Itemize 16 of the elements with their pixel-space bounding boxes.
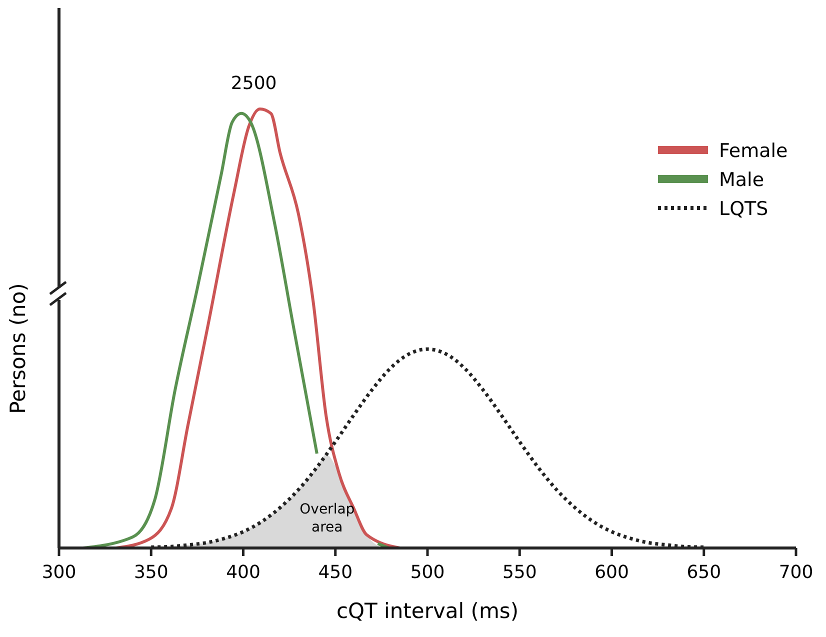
x-tick-label: 350 bbox=[134, 562, 168, 583]
x-tick-label: 600 bbox=[594, 562, 629, 583]
y-axis-title: Persons (no) bbox=[6, 283, 30, 414]
legend-label: LQTS bbox=[719, 198, 768, 220]
x-tick-label: 500 bbox=[410, 562, 445, 583]
legend-label: Female bbox=[719, 140, 788, 162]
x-axis-title: cQT interval (ms) bbox=[336, 599, 519, 623]
annotation: Overlap area bbox=[300, 501, 355, 536]
x-tick-label: 450 bbox=[318, 562, 353, 583]
x-tick-label: 650 bbox=[686, 562, 722, 583]
x-tick-label: 400 bbox=[226, 562, 260, 583]
x-tick-label: 300 bbox=[42, 562, 76, 583]
text: 2500 bbox=[230, 73, 277, 94]
x-tick-label: 550 bbox=[502, 562, 537, 583]
legend-label: Male bbox=[719, 169, 764, 191]
x-tick-label: 700 bbox=[778, 562, 814, 583]
